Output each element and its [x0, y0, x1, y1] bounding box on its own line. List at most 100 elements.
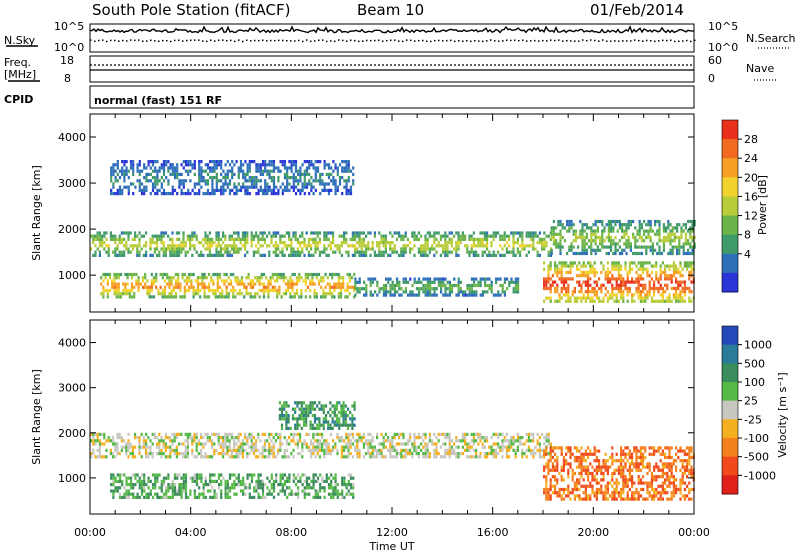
heatmap-cell: [442, 247, 445, 251]
heatmap-cell: [151, 163, 155, 167]
heatmap-cell: [212, 282, 215, 286]
heatmap-cell: [658, 223, 661, 227]
heatmap-cell: [220, 188, 223, 192]
heatmap-cell: [332, 237, 335, 241]
heatmap-cell: [154, 473, 157, 477]
heatmap-cell: [220, 172, 223, 176]
heatmap-cell: [316, 452, 319, 456]
heatmap-cell: [398, 280, 401, 284]
heatmap-cell: [635, 270, 638, 275]
heatmap-cell: [578, 261, 581, 265]
heatmap-cell: [96, 237, 99, 241]
heatmap-cell: [301, 241, 304, 245]
heatmap-cell: [468, 290, 471, 294]
heatmap-cell: [203, 272, 206, 277]
heatmap-cell: [173, 169, 177, 173]
heatmap-cell: [203, 292, 206, 296]
colorbar-segment: [722, 234, 738, 255]
heatmap-cell: [151, 486, 155, 490]
heatmap-cell: [505, 452, 508, 456]
heatmap-cell: [127, 439, 130, 443]
heatmap-cell: [255, 234, 258, 238]
heatmap-cell: [154, 492, 157, 496]
heatmap-cell: [114, 163, 117, 167]
heatmap-cell: [160, 486, 163, 490]
heatmap-cell: [369, 247, 372, 251]
nsearch-point: [466, 40, 468, 42]
heatmap-cell: [351, 442, 354, 446]
heatmap-cell: [314, 445, 317, 449]
heatmap-cell: [326, 276, 329, 280]
heatmap-cell: [616, 248, 619, 252]
heatmap-cell: [422, 452, 425, 456]
heatmap-cell: [164, 253, 167, 257]
heatmap-cell: [565, 261, 568, 265]
heatmap-cell: [209, 495, 212, 499]
freq-label-1: Freq.: [4, 56, 31, 69]
heatmap-cell: [404, 287, 407, 291]
heatmap-cell: [643, 219, 646, 224]
heatmap-cell: [636, 251, 639, 256]
heatmap-cell: [688, 264, 691, 268]
heatmap-cell: [135, 272, 138, 277]
heatmap-cell: [257, 483, 260, 487]
heatmap-cell: [543, 465, 546, 469]
heatmap-cell: [303, 182, 306, 186]
heatmap-cell: [180, 247, 183, 251]
heatmap-cell: [205, 285, 208, 289]
heatmap-cell: [464, 448, 467, 452]
heatmap-cell: [334, 244, 337, 248]
heatmap-cell: [156, 244, 159, 248]
heatmap-cell: [189, 234, 192, 238]
heatmap-cell: [131, 445, 134, 449]
heatmap-cell: [266, 169, 269, 173]
heatmap-cell: [252, 448, 255, 452]
heatmap-cell: [420, 253, 423, 257]
heatmap-cell: [624, 267, 627, 271]
heatmap-cell: [181, 272, 184, 277]
heatmap-cell: [175, 452, 178, 456]
heatmap-cell: [180, 182, 183, 186]
heatmap-cell: [162, 479, 166, 483]
heatmap-cell: [98, 448, 101, 452]
heatmap-cell: [486, 277, 489, 281]
heatmap-cell: [521, 452, 524, 456]
heatmap-cell: [281, 486, 284, 490]
heatmap-cell: [420, 448, 423, 452]
heatmap-cell: [195, 432, 198, 436]
heatmap-cell: [391, 436, 394, 440]
heatmap-cell: [211, 473, 214, 477]
heatmap-cell: [481, 244, 484, 248]
heatmap-cell: [212, 279, 215, 283]
heatmap-cell: [224, 163, 227, 167]
heatmap-cell: [200, 185, 203, 189]
heatmap-cell: [162, 163, 166, 167]
heatmap-cell: [341, 483, 344, 487]
heatmap-cell: [479, 455, 482, 459]
heatmap-cell: [312, 166, 315, 170]
colorbar-segment: [722, 139, 738, 159]
heatmap-cell: [228, 237, 231, 241]
heatmap-cell: [154, 179, 157, 183]
heatmap-cell: [291, 288, 294, 293]
heatmap-cell: [330, 483, 333, 487]
heatmap-cell: [183, 285, 186, 289]
heatmap-cell: [600, 261, 603, 265]
heatmap-cell: [194, 288, 197, 293]
heatmap-cell: [612, 242, 615, 246]
heatmap-cell: [426, 455, 429, 459]
heatmap-cell: [292, 182, 295, 186]
heatmap-cell: [444, 234, 447, 238]
heatmap-cell: [250, 234, 253, 238]
heatmap-cell: [175, 231, 178, 235]
nsearch-point: [542, 39, 544, 42]
heatmap-cell: [253, 176, 256, 180]
heatmap-cell: [143, 163, 146, 167]
heatmap-cell: [244, 176, 247, 180]
heatmap-cell: [517, 283, 520, 288]
heatmap-cell: [464, 442, 467, 446]
heatmap-cell: [444, 253, 447, 257]
heatmap-cell: [391, 439, 394, 443]
heatmap-cell: [233, 172, 236, 176]
heatmap-cell: [243, 282, 246, 286]
